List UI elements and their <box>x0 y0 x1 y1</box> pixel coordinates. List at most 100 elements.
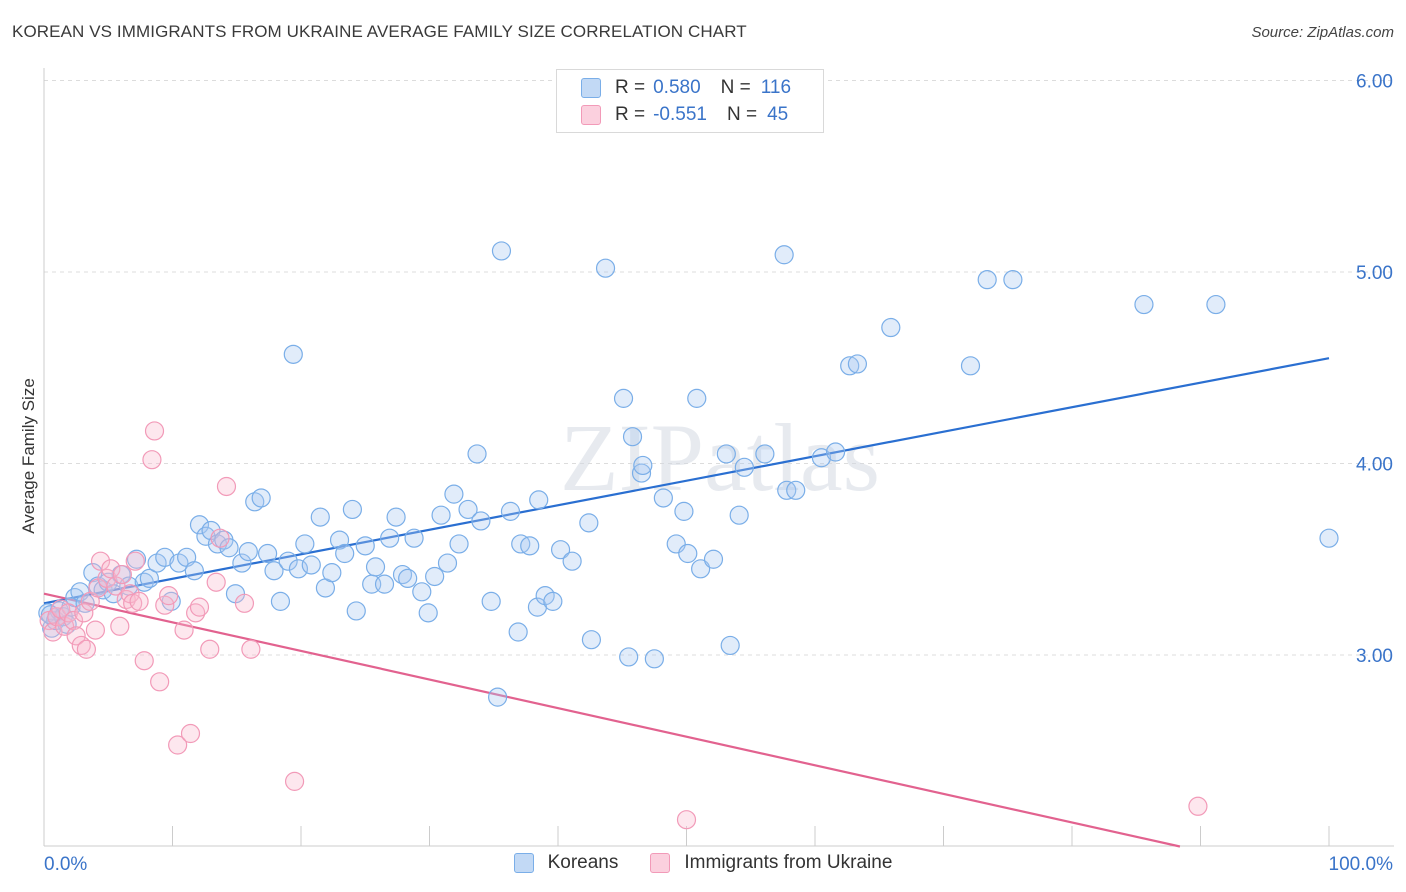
korean-point <box>825 442 846 462</box>
korean-point <box>283 344 303 364</box>
korean-point <box>458 499 478 520</box>
korean-point <box>631 463 652 483</box>
ukraine-point <box>63 610 84 631</box>
ukraine-point <box>125 551 145 571</box>
r-label: R = <box>615 104 646 125</box>
r-label: R = <box>615 77 646 98</box>
korean-point <box>418 603 438 623</box>
korean-point <box>471 511 491 531</box>
korean-point <box>386 507 406 527</box>
y-axis-label: Average Family Size <box>19 378 38 534</box>
korean-point <box>147 553 167 573</box>
korean-point <box>196 526 216 546</box>
korean-point <box>139 568 159 589</box>
correlation-legend: R = 0.580 N = 116 R = -0.551 N = 45 <box>556 69 824 133</box>
y-tick-label: 6.00 <box>1356 72 1393 93</box>
ukraine-point <box>71 635 91 656</box>
ukraine-swatch <box>581 105 601 125</box>
ukraine-point <box>241 639 261 659</box>
korean-point <box>840 356 860 376</box>
korean-point <box>374 574 395 594</box>
korean-point <box>264 561 284 581</box>
n-value: 45 <box>767 104 789 125</box>
koreans-swatch <box>581 78 601 98</box>
korean-point <box>449 534 469 554</box>
korean-point <box>520 536 540 556</box>
ukraine-point <box>210 528 230 548</box>
korean-point <box>380 528 400 548</box>
korean-point <box>535 586 555 606</box>
korean-point <box>184 561 204 581</box>
r-value: 0.580 <box>653 77 701 98</box>
ukraine-point <box>134 651 154 671</box>
ukraine-point <box>284 771 305 791</box>
korean-point <box>491 241 512 261</box>
y-tick-label: 5.00 <box>1356 263 1393 284</box>
chart-title: KOREAN VS IMMIGRANTS FROM UKRAINE AVERAG… <box>12 22 747 41</box>
korean-point <box>729 505 749 525</box>
y-tick-label: 3.00 <box>1356 646 1393 667</box>
korean-point <box>847 354 868 374</box>
data-points <box>38 241 1339 830</box>
ukraine-point <box>234 593 255 613</box>
koreans-swatch <box>513 853 534 873</box>
ukraine-point <box>85 620 106 640</box>
korean-point <box>301 555 321 575</box>
korean-point <box>581 630 602 650</box>
korean-point <box>392 564 413 585</box>
korean-point <box>342 499 362 520</box>
korean-point <box>1003 270 1023 290</box>
korean-point <box>508 622 528 642</box>
korean-point <box>613 388 634 408</box>
korean-point <box>412 582 432 602</box>
watermark: ZIPatlas <box>560 404 880 511</box>
korean-point <box>529 490 549 510</box>
korean-point <box>1319 528 1339 548</box>
ukraine-point <box>180 723 201 744</box>
ukraine-point <box>144 421 165 441</box>
korean-point <box>786 480 806 500</box>
y-tick-label: 4.00 <box>1356 455 1393 476</box>
korean-point <box>238 541 258 562</box>
korean-point <box>550 540 571 560</box>
legend-row-ukraine: R = -0.551 N = 45 <box>581 102 788 128</box>
x-tick-label-max: 100.0% <box>1329 854 1394 875</box>
korean-point <box>278 551 298 571</box>
korean-point <box>881 317 901 338</box>
korean-point <box>155 547 175 567</box>
korean-point <box>169 553 189 573</box>
ukraine-point <box>174 620 194 640</box>
ukraine-point <box>74 603 94 623</box>
korean-point <box>562 551 582 571</box>
korean-point <box>444 484 464 504</box>
ukraine-point <box>155 595 175 615</box>
ukraine-point <box>159 586 179 606</box>
korean-point <box>960 356 981 376</box>
korean-point <box>437 553 458 573</box>
ukraine-point <box>110 616 130 636</box>
korean-point <box>288 559 309 579</box>
r-value: -0.551 <box>653 104 707 125</box>
korean-point <box>811 448 832 468</box>
korean-point <box>734 457 754 477</box>
korean-point <box>543 591 563 611</box>
korean-point <box>335 543 355 564</box>
n-value: 116 <box>760 77 792 98</box>
korean-point <box>619 647 639 667</box>
korean-point <box>691 559 711 579</box>
ukraine-point <box>189 597 210 617</box>
korean-point <box>579 513 599 533</box>
korean-point <box>977 270 997 290</box>
korean-point <box>232 553 252 573</box>
korean-point <box>467 444 487 464</box>
ukraine-point <box>76 639 97 659</box>
legend-item-ukraine: Immigrants from Ukraine <box>650 852 892 874</box>
korean-point <box>1134 294 1154 315</box>
korean-point <box>595 258 616 278</box>
x-tick-label-min: 0.0% <box>44 854 87 875</box>
ukraine-point <box>216 476 237 497</box>
trend-lines <box>43 357 1330 848</box>
korean-point <box>687 388 707 408</box>
korean-point <box>404 528 424 548</box>
